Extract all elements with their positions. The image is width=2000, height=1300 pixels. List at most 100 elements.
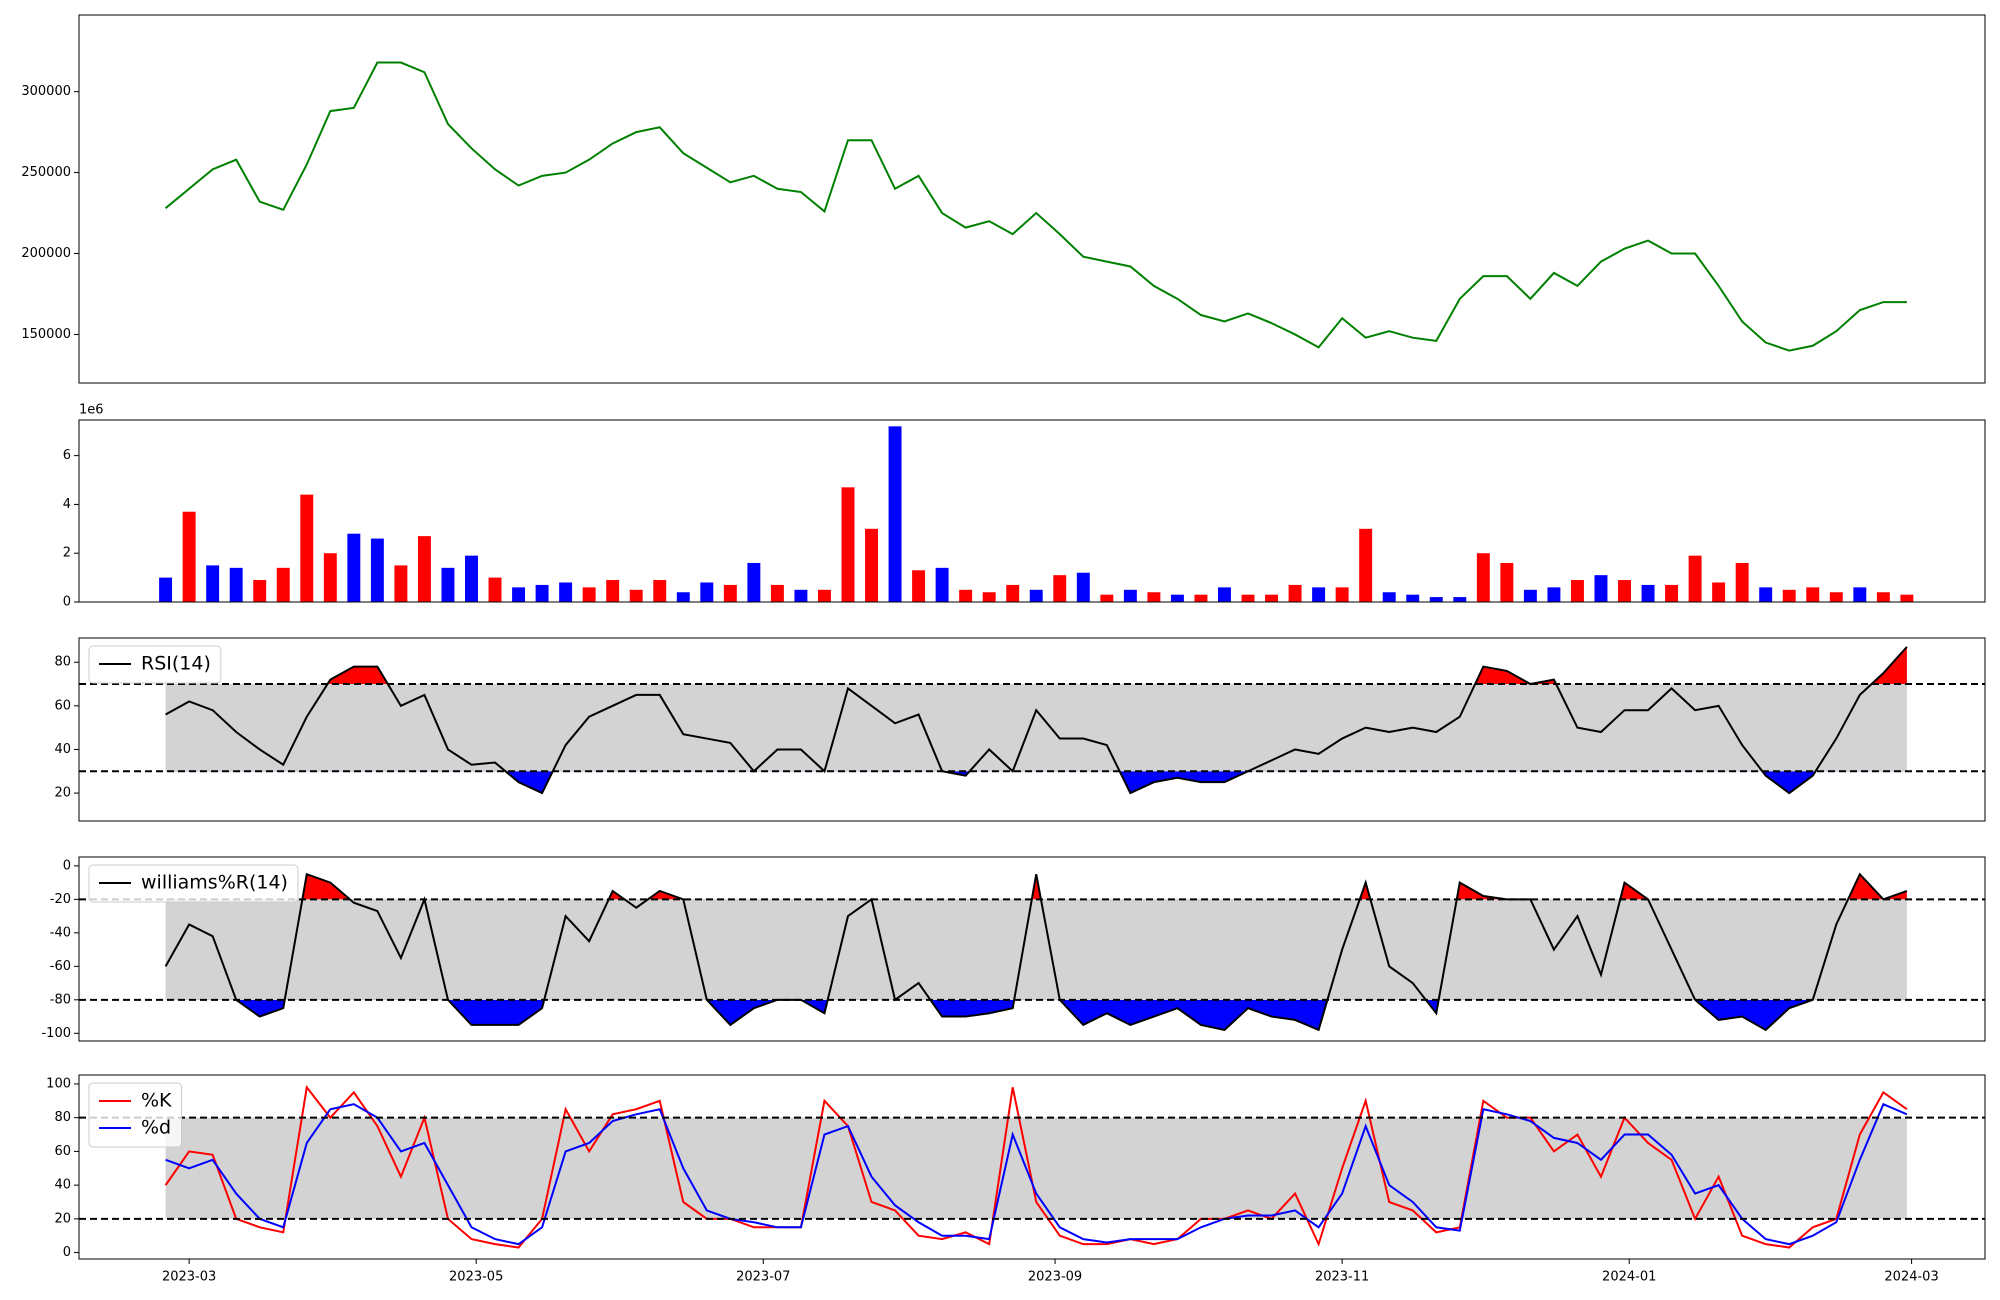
volume-bar xyxy=(1782,589,1796,602)
legend-label: RSI(14) xyxy=(141,653,211,675)
series-line xyxy=(164,1084,1908,1249)
volume-bar xyxy=(1665,584,1679,602)
volume-bar xyxy=(1147,592,1161,602)
volume-bar xyxy=(512,587,526,602)
series-line xyxy=(164,61,1907,352)
volume-bar xyxy=(1523,589,1537,602)
y-tick-label: -60 xyxy=(50,959,71,974)
volume-bar xyxy=(606,580,620,602)
y-tick-label: 0 xyxy=(63,858,71,873)
series-line xyxy=(164,872,1908,1032)
oversold-fill xyxy=(165,999,1907,1030)
volume-bar xyxy=(841,487,855,602)
volume-bar xyxy=(370,538,384,602)
volume-bar xyxy=(1006,584,1020,602)
axes-frame xyxy=(78,14,1986,384)
axes-frame xyxy=(78,419,1986,603)
x-tick-label: 2024-01 xyxy=(1602,1270,1656,1285)
volume-bar xyxy=(629,589,643,602)
x-tick-label: 2023-03 xyxy=(162,1270,216,1285)
volume-bar xyxy=(935,567,949,602)
volume-bar xyxy=(1218,587,1231,602)
volume-bar xyxy=(1547,587,1561,602)
volume-bar xyxy=(1194,594,1208,602)
volume-bar xyxy=(1429,597,1443,602)
volume-bar xyxy=(653,580,667,602)
volume-bar xyxy=(1029,589,1043,602)
volume-bar xyxy=(888,426,902,602)
volume-bar xyxy=(676,592,690,602)
y-tick-label: 200000 xyxy=(21,246,71,261)
volume-bar xyxy=(1100,594,1114,602)
y-tick-label: 40 xyxy=(54,1178,71,1193)
y-tick-label: 20 xyxy=(54,786,71,801)
y-tick-label: 100 xyxy=(46,1076,71,1091)
volume-bar xyxy=(559,582,573,602)
volume-bar xyxy=(1265,594,1279,602)
legend-box xyxy=(88,1082,183,1148)
volume-bar xyxy=(394,565,408,602)
volume-bar xyxy=(417,536,431,602)
volume-bar xyxy=(1053,575,1067,602)
volume-bar xyxy=(229,567,243,602)
volume-bar xyxy=(1900,594,1914,602)
axes-frame xyxy=(78,1074,1986,1260)
volume-bar xyxy=(959,589,973,602)
volume-bar xyxy=(865,528,878,602)
volume-bar xyxy=(1453,597,1467,602)
y-tick-label: 150000 xyxy=(21,327,71,342)
y-tick-label: -20 xyxy=(50,892,71,907)
legend-box xyxy=(88,645,222,684)
volume-bar xyxy=(1712,582,1726,602)
volume-bar xyxy=(912,570,926,602)
volume-bar xyxy=(747,562,761,602)
volume-bar xyxy=(1594,575,1608,602)
x-tick-label: 2023-07 xyxy=(736,1270,790,1285)
volume-bar xyxy=(1688,555,1702,602)
volume-bar xyxy=(1853,587,1867,602)
y-tick-label: 20 xyxy=(54,1211,71,1226)
volume-bar xyxy=(1759,587,1773,602)
x-tick-label: 2023-05 xyxy=(449,1270,503,1285)
volume-bar xyxy=(1735,562,1749,602)
volume-bar xyxy=(1829,592,1843,602)
y-tick-label: 40 xyxy=(54,742,71,757)
volume-bar xyxy=(465,555,478,602)
volume-bar xyxy=(1335,587,1349,602)
volume-bar xyxy=(347,533,361,602)
volume-bar xyxy=(1476,553,1490,602)
legend: williams%R(14) xyxy=(88,864,299,903)
x-tick-label: 2024-03 xyxy=(1884,1270,1938,1285)
volume-bar xyxy=(700,582,714,602)
volume-bar xyxy=(159,577,173,602)
x-tick-label: 2023-11 xyxy=(1315,1270,1369,1285)
legend: RSI(14) xyxy=(88,645,222,684)
y-tick-label: 6 xyxy=(63,448,71,463)
volume-bar xyxy=(1570,580,1584,602)
volume-bar xyxy=(1876,592,1890,602)
overbought-fill xyxy=(165,646,1907,685)
y-tick-label: 4 xyxy=(63,497,71,512)
volume-bar xyxy=(982,592,996,602)
volume-bar xyxy=(1500,562,1514,602)
y-tick-label: 2 xyxy=(63,546,71,561)
volume-bar xyxy=(1806,587,1820,602)
volume-bar xyxy=(1076,572,1090,602)
volume-bar xyxy=(323,553,337,602)
legend-label: williams%R(14) xyxy=(141,872,288,894)
legend-box xyxy=(88,864,299,903)
volume-bar xyxy=(535,584,549,602)
y-tick-label: 80 xyxy=(54,655,71,670)
series-line xyxy=(165,646,1908,795)
series-line xyxy=(165,1102,1908,1246)
y-tick-label: -40 xyxy=(50,925,71,940)
volume-bar xyxy=(441,567,455,602)
neutral-band xyxy=(165,684,1907,772)
x-tick-label: 2023-09 xyxy=(1028,1270,1082,1285)
volume-bar xyxy=(1241,594,1255,602)
volume-bar xyxy=(1288,584,1302,602)
legend-label: %K xyxy=(141,1090,172,1112)
y-tick-label: -80 xyxy=(50,992,71,1007)
y-tick-label: 0 xyxy=(63,595,71,610)
